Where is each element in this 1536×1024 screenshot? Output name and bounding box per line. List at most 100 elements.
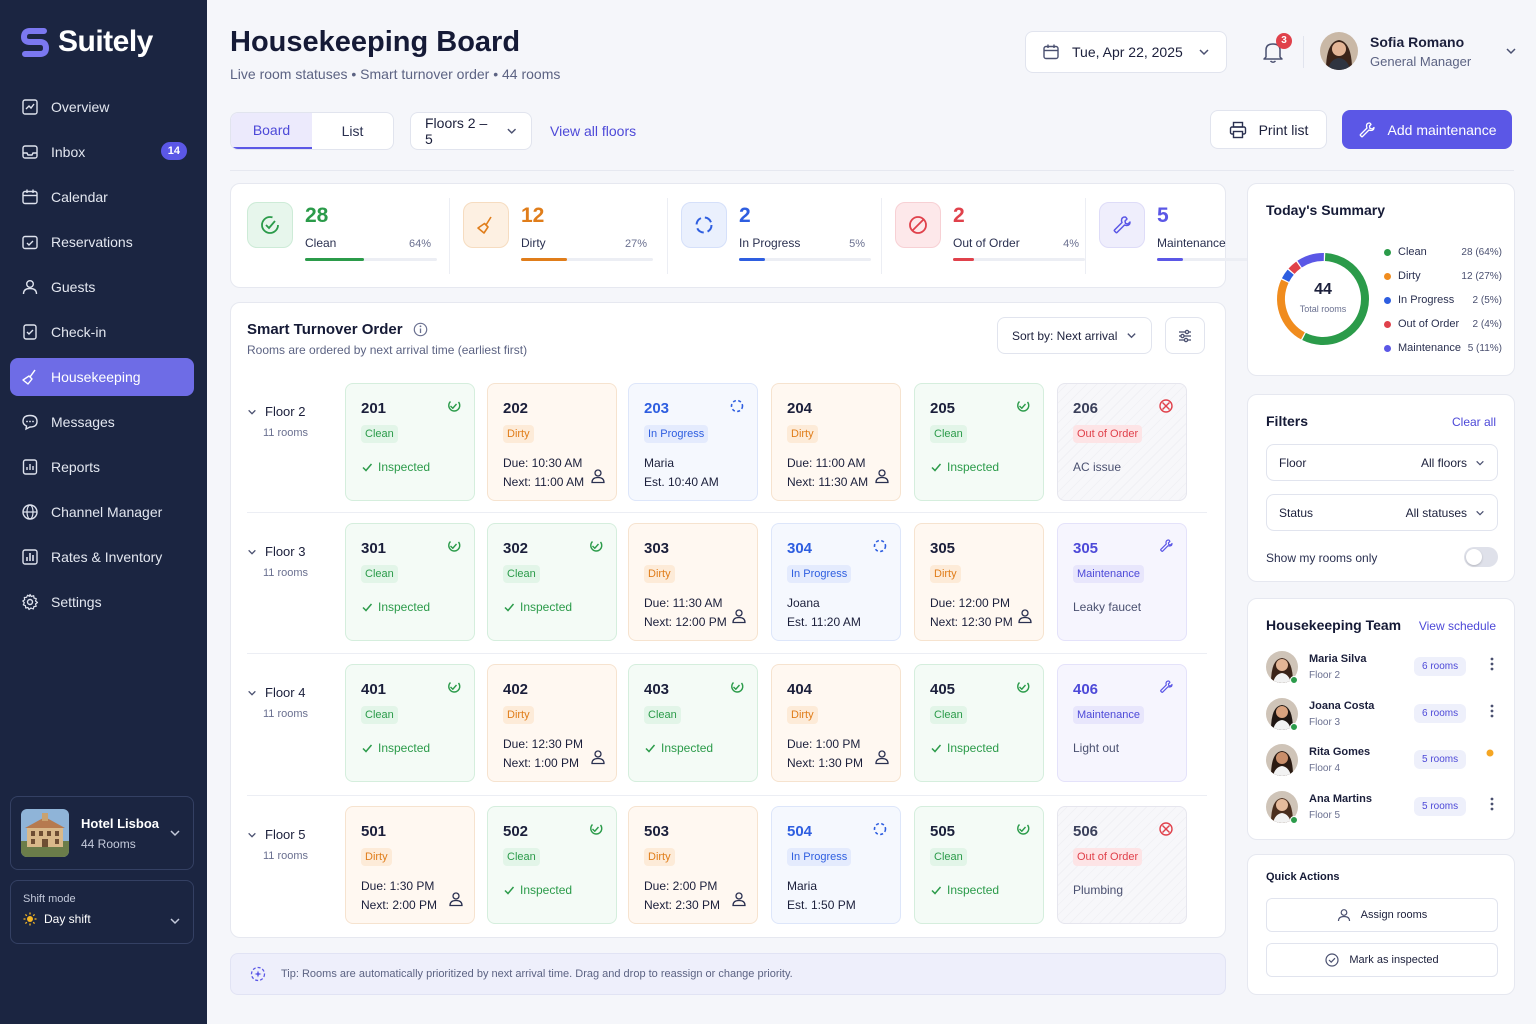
team-member[interactable]: Rita Gomes Floor 4 5 rooms [1266, 742, 1498, 782]
more-vertical-icon[interactable] [1490, 704, 1494, 718]
date-picker[interactable]: Tue, Apr 22, 2025 [1025, 31, 1227, 73]
inspected-status: Inspected [361, 600, 430, 614]
print-list-button[interactable]: Print list [1210, 110, 1327, 149]
floor-filter-select[interactable]: Floor All floors [1266, 444, 1498, 481]
floor-select[interactable]: Floors 2 – 5 [410, 112, 532, 150]
filter-settings-button[interactable] [1165, 317, 1205, 354]
team-member[interactable]: Ana Martins Floor 5 5 rooms [1266, 789, 1498, 829]
room-card[interactable]: 205 Clean Inspected [914, 383, 1044, 501]
sidebar-item-messages[interactable]: Messages [10, 403, 194, 441]
my-rooms-toggle[interactable] [1464, 547, 1498, 567]
floor-room-count: 11 rooms [263, 850, 309, 862]
floor-toggle[interactable]: Floor 3 [247, 544, 305, 559]
assign-user-icon[interactable] [874, 749, 890, 765]
room-card[interactable]: 404 Dirty Due: 1:00 PM Next: 1:30 PM [771, 664, 901, 782]
assign-user-icon[interactable] [590, 468, 606, 484]
status-dot-icon [1486, 749, 1494, 757]
assign-user-icon[interactable] [590, 749, 606, 765]
assign-user-icon[interactable] [731, 608, 747, 624]
more-vertical-icon[interactable] [1490, 797, 1494, 811]
status-filter-select[interactable]: Status All statuses [1266, 494, 1498, 531]
add-maintenance-button[interactable]: Add maintenance [1342, 110, 1512, 149]
room-card[interactable]: 304 In Progress Joana Est. 11:20 AM [771, 523, 901, 641]
floor-toggle[interactable]: Floor 5 [247, 827, 305, 842]
check-icon [931, 463, 942, 472]
shift-selector[interactable]: Shift mode Day shift [10, 880, 194, 944]
room-card[interactable]: 505 Clean Inspected [914, 806, 1044, 924]
room-card[interactable]: 202 Dirty Due: 10:30 AM Next: 11:00 AM [487, 383, 617, 501]
room-card[interactable]: 502 Clean Inspected [487, 806, 617, 924]
tab-list[interactable]: List [341, 123, 364, 139]
tab-board[interactable]: Board [231, 113, 312, 149]
room-card[interactable]: 305 Dirty Due: 12:00 PM Next: 12:30 PM [914, 523, 1044, 641]
floor-room-count: 11 rooms [263, 567, 309, 579]
room-card[interactable]: 204 Dirty Due: 11:00 AM Next: 11:30 AM [771, 383, 901, 501]
room-card[interactable]: 503 Dirty Due: 2:00 PM Next: 2:30 PM [628, 806, 758, 924]
assign-rooms-button[interactable]: Assign rooms [1266, 898, 1498, 932]
sidebar-item-inbox[interactable]: Inbox 14 [10, 133, 194, 171]
floor-name: Floor 2 [265, 404, 306, 419]
sidebar-item-overview[interactable]: Overview [10, 88, 194, 126]
room-card[interactable]: 206 Out of Order AC issue [1057, 383, 1187, 501]
view-schedule-link[interactable]: View schedule [1418, 619, 1496, 633]
team-member[interactable]: Maria Silva Floor 2 6 rooms [1266, 649, 1498, 689]
room-card[interactable]: 301 Clean Inspected [345, 523, 475, 641]
inbox-icon [21, 143, 39, 161]
room-card[interactable]: 405 Clean Inspected [914, 664, 1044, 782]
legend-label: Dirty [1398, 270, 1421, 282]
view-all-floors-link[interactable]: View all floors [550, 123, 637, 139]
logo[interactable]: Suitely [20, 24, 153, 60]
room-card[interactable]: 201 Clean Inspected [345, 383, 475, 501]
clean-status-icon [247, 202, 293, 248]
sidebar-item-guests[interactable]: Guests [10, 268, 194, 306]
room-card[interactable]: 401 Clean Inspected [345, 664, 475, 782]
stat-out-of-order[interactable]: 2 Out of Order 4% [895, 202, 1095, 272]
sort-select[interactable]: Sort by: Next arrival [997, 317, 1152, 354]
stat-progress-track [1157, 258, 1289, 261]
sidebar-item-settings[interactable]: Settings [10, 583, 194, 621]
bell-icon[interactable] [1262, 40, 1284, 64]
inspected-label: Inspected [520, 600, 573, 614]
stat-clean[interactable]: 28 Clean 64% [247, 202, 447, 272]
sidebar-item-check-in[interactable]: Check-in [10, 313, 194, 351]
room-card[interactable]: 302 Clean Inspected [487, 523, 617, 641]
stat-in-progress[interactable]: 2 In Progress 5% [681, 202, 881, 272]
assign-user-icon[interactable] [448, 891, 464, 907]
room-note: Plumbing [1073, 883, 1124, 897]
stat-label: Dirty [521, 236, 546, 250]
stat-dirty[interactable]: 12 Dirty 27% [463, 202, 663, 272]
room-card[interactable]: 506 Out of Order Plumbing [1057, 806, 1187, 924]
sidebar-item-rates-inventory[interactable]: Rates & Inventory [10, 538, 194, 576]
printer-icon [1229, 121, 1246, 138]
assign-user-icon[interactable] [1017, 608, 1033, 624]
room-card[interactable]: 303 Dirty Due: 11:30 AM Next: 12:00 PM [628, 523, 758, 641]
room-card[interactable]: 501 Dirty Due: 1:30 PM Next: 2:00 PM [345, 806, 475, 924]
room-card[interactable]: 403 Clean Inspected [628, 664, 758, 782]
room-card[interactable]: 203 In Progress Maria Est. 10:40 AM [628, 383, 758, 501]
user-menu[interactable]: Sofia Romano General Manager [1320, 32, 1517, 70]
stat-maintenance[interactable]: 5 Maintenance [1099, 202, 1299, 272]
more-vertical-icon[interactable] [1490, 657, 1494, 671]
stat-label: Out of Order [953, 236, 1020, 250]
room-card[interactable]: 402 Dirty Due: 12:30 PM Next: 1:00 PM [487, 664, 617, 782]
assign-user-icon[interactable] [731, 891, 747, 907]
hotel-switcher[interactable]: Hotel Lisboa 44 Rooms [10, 796, 194, 870]
room-card[interactable]: 305 Maintenance Leaky faucet [1057, 523, 1187, 641]
info-icon[interactable] [413, 322, 428, 337]
inspected-label: Inspected [947, 460, 1000, 474]
assign-user-icon[interactable] [874, 468, 890, 484]
add-maintenance-label: Add maintenance [1387, 121, 1497, 138]
mark-inspected-button[interactable]: Mark as inspected [1266, 943, 1498, 977]
sidebar-item-channel-manager[interactable]: Channel Manager [10, 493, 194, 531]
team-member[interactable]: Joana Costa Floor 3 6 rooms [1266, 696, 1498, 736]
room-number: 403 [644, 681, 670, 698]
floor-toggle[interactable]: Floor 2 [247, 404, 305, 419]
sidebar-item-reservations[interactable]: Reservations [10, 223, 194, 261]
room-card[interactable]: 504 In Progress Maria Est. 1:50 PM [771, 806, 901, 924]
sidebar-item-housekeeping[interactable]: Housekeeping [10, 358, 194, 396]
clear-all-link[interactable]: Clear all [1451, 415, 1496, 429]
sidebar-item-calendar[interactable]: Calendar [10, 178, 194, 216]
room-card[interactable]: 406 Maintenance Light out [1057, 664, 1187, 782]
sidebar-item-reports[interactable]: Reports [10, 448, 194, 486]
floor-toggle[interactable]: Floor 4 [247, 685, 305, 700]
